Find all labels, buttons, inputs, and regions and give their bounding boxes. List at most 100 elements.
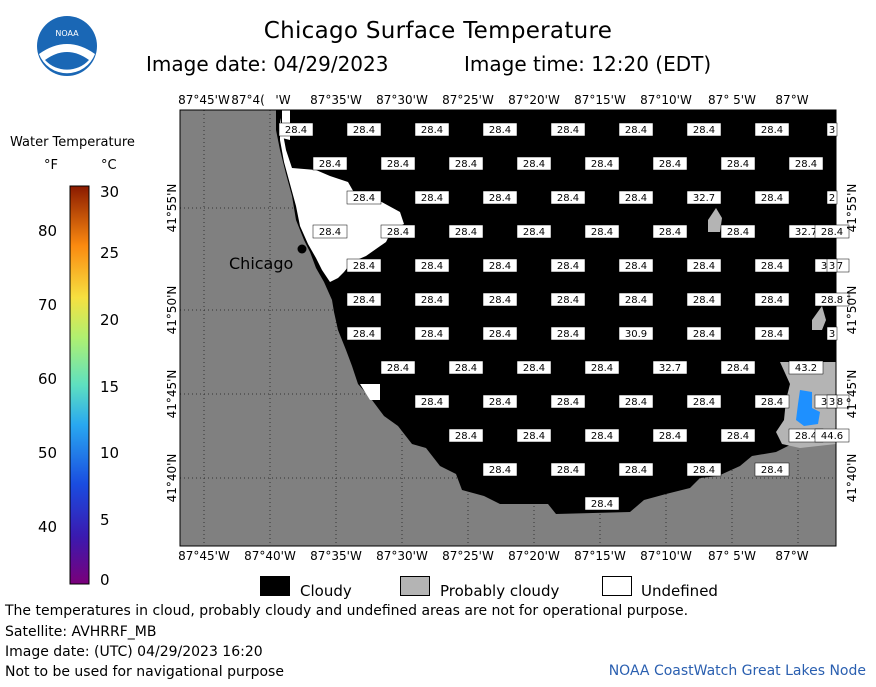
svg-text:32.7: 32.7 [693,193,715,204]
temperature-label: 28.4 [380,224,416,239]
svg-text:28.4: 28.4 [761,261,783,272]
colorbar-f-tick: 50 [38,444,58,462]
svg-text:28.4: 28.4 [557,125,579,136]
temperature-label: 28.4 [754,462,790,477]
temperature-label: 28.4 [482,462,518,477]
temperature-label: 28.4 [686,462,722,477]
temperature-label: 28.4 [584,360,620,375]
svg-text:28.4: 28.4 [285,125,307,136]
temperature-label: 28.4 [550,326,586,341]
svg-text:28.4: 28.4 [421,125,443,136]
temperature-label: 28.4 [584,224,620,239]
colorbar-f-tick: 80 [38,222,58,240]
temperature-label: 28.4 [686,394,722,409]
temperature-label: 28.4 [414,394,450,409]
temperature-label: 28.4 [482,394,518,409]
svg-text:28.4: 28.4 [625,465,647,476]
svg-text:28.4: 28.4 [591,431,613,442]
temperature-label: 28.4 [814,224,850,239]
lon-tick-bottom-label: 87° 5'W [708,549,756,563]
svg-text:2: 2 [829,193,835,204]
temperature-label: 2 [826,190,838,205]
temperature-label: 28.4 [550,462,586,477]
svg-text:28.4: 28.4 [523,227,545,238]
svg-text:28.4: 28.4 [421,397,443,408]
temperature-label: 28.4 [618,190,654,205]
temperature-label: 28.4 [788,156,824,171]
temperature-label: 28.4 [380,156,416,171]
page-title: Chicago Surface Temperature [263,18,613,44]
svg-text:3: 3 [829,397,835,408]
colorbar-c-tick: 5 [100,511,110,529]
lat-tick-right-label: 41°50'N [845,286,859,335]
svg-text:28.4: 28.4 [591,499,613,510]
temperature-label: 28.4 [414,122,450,137]
svg-text:28.4: 28.4 [761,397,783,408]
svg-text:32.7: 32.7 [659,363,681,374]
svg-text:28.4: 28.4 [795,159,817,170]
svg-text:44.6: 44.6 [821,431,843,442]
svg-text:28.4: 28.4 [523,431,545,442]
temperature-label: 30.9 [618,326,654,341]
svg-text:28.4: 28.4 [319,159,341,170]
svg-text:28.4: 28.4 [591,227,613,238]
temperature-label: 3 [826,258,838,273]
lon-tick-top-label: 87°4( [231,93,265,107]
temperature-label: 28.4 [618,292,654,307]
lon-tick-top-label: 'W [275,93,290,107]
svg-text:28.4: 28.4 [727,363,749,374]
colorbar-c-tick: 15 [100,378,120,396]
svg-text:28.4: 28.4 [489,465,511,476]
colorbar-f-tick: 60 [38,370,58,388]
lon-tick-bottom-label: 87°40'W [244,549,296,563]
temperature-label: 28.4 [686,122,722,137]
temperature-label: 28.4 [278,122,314,137]
temperature-label: 28.4 [550,292,586,307]
temperature-label: 28.4 [720,224,756,239]
svg-text:28.4: 28.4 [761,465,783,476]
lon-tick-bottom-label: 87°20'W [508,549,560,563]
image-time: Image time: 12:20 (EDT) [464,52,712,76]
cloudy-swatch [260,576,290,596]
svg-text:28.4: 28.4 [625,261,647,272]
svg-text:28.4: 28.4 [659,159,681,170]
temperature-label: 28.4 [414,190,450,205]
svg-text:28.4: 28.4 [421,193,443,204]
svg-text:28.4: 28.4 [489,329,511,340]
lon-tick-top-label: 87°15'W [574,93,626,107]
temperature-label: 28.8 [814,292,850,307]
svg-text:28.4: 28.4 [821,227,843,238]
svg-text:28.4: 28.4 [693,329,715,340]
lon-tick-top-label: 87°10'W [640,93,692,107]
undefined-region [280,118,404,282]
temperature-label: 28.4 [584,428,620,443]
lat-tick-left-label: 41°40'N [165,454,179,503]
svg-text:28.4: 28.4 [761,125,783,136]
temperature-label: 28.4 [448,156,484,171]
warm-water [796,390,820,426]
temperature-label: 28.4 [584,496,620,511]
temperature-label: 28.4 [550,122,586,137]
svg-text:28.4: 28.4 [591,159,613,170]
temperature-label: 28.4 [754,258,790,273]
svg-text:32.7: 32.7 [795,227,817,238]
image-date: Image date: 04/29/2023 [146,52,389,76]
svg-text:28.4: 28.4 [693,465,715,476]
temperature-label: 28.4 [754,394,790,409]
temperature-label: 28.4 [482,122,518,137]
svg-text:28.4: 28.4 [761,193,783,204]
svg-text:3: 3 [829,329,835,340]
footer-node: NOAA CoastWatch Great Lakes Node [608,663,866,679]
temperature-label: 28.4 [346,258,382,273]
svg-text:28.4: 28.4 [489,261,511,272]
lon-tick-bottom-label: 87°45'W [178,549,230,563]
svg-text:28.4: 28.4 [795,431,817,442]
svg-text:3: 3 [829,125,835,136]
lon-tick-top-label: 87°45'W [178,93,230,107]
footer-satellite: Satellite: AVHRRF_MB [5,624,157,640]
colorbar-f-tick: 40 [38,518,58,536]
temperature-label: 28.4 [414,292,450,307]
svg-text:28.4: 28.4 [557,329,579,340]
svg-text:28.4: 28.4 [455,363,477,374]
temperature-label: 28.4 [448,224,484,239]
